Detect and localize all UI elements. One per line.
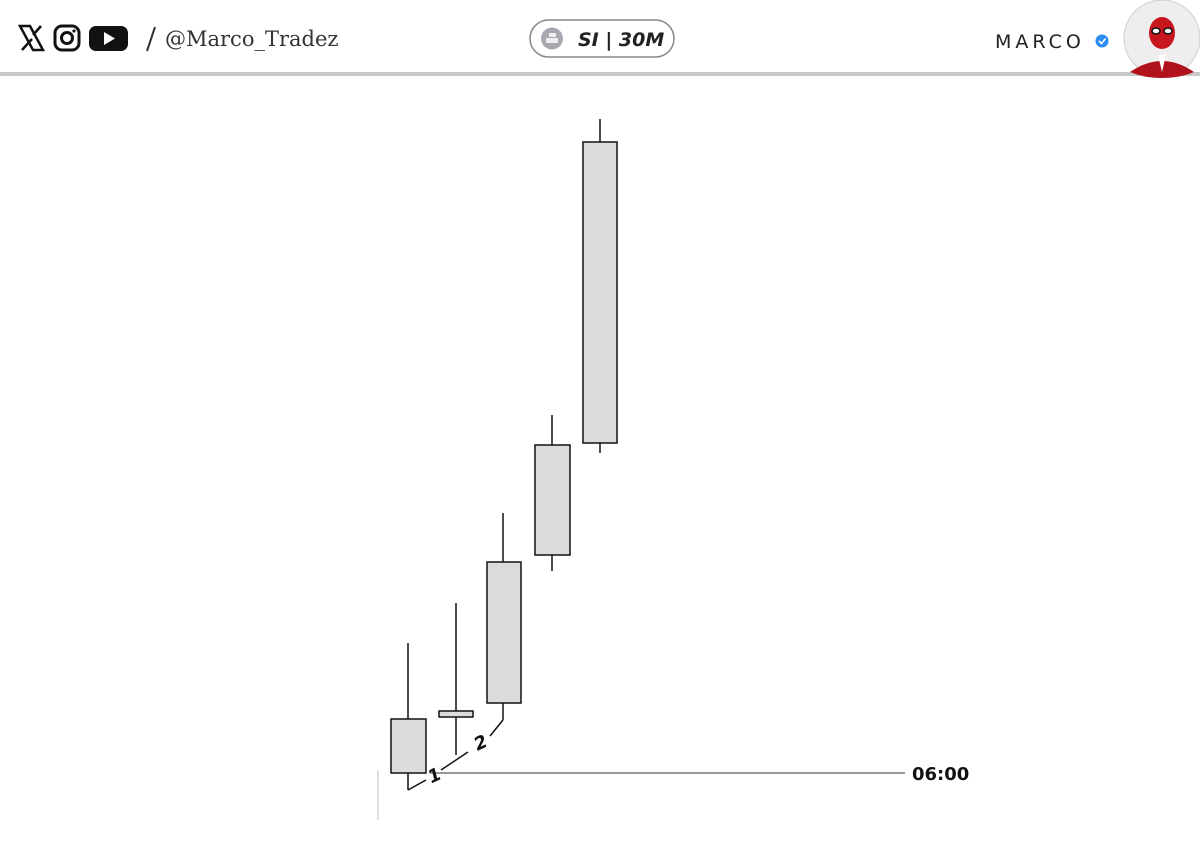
brand-name: MARCO bbox=[995, 31, 1085, 53]
instagram-icon[interactable] bbox=[53, 24, 81, 52]
time-label: 06:00 bbox=[912, 764, 969, 785]
candles bbox=[390, 119, 618, 790]
avatar[interactable] bbox=[1123, 0, 1200, 78]
verified-badge bbox=[1095, 34, 1109, 48]
handle[interactable]: @Marco_Tradez bbox=[165, 27, 338, 51]
separator bbox=[146, 26, 156, 52]
swing-label: 1 bbox=[425, 764, 445, 788]
swing-label: 2 bbox=[471, 731, 491, 755]
badge-label: SI | 30M bbox=[578, 29, 664, 51]
x-icon[interactable] bbox=[17, 24, 46, 52]
header-shadow bbox=[0, 72, 1200, 76]
youtube-icon[interactable] bbox=[89, 26, 128, 51]
swing-lines bbox=[407, 719, 504, 791]
symbol-badge: SI | 30M bbox=[529, 19, 675, 58]
